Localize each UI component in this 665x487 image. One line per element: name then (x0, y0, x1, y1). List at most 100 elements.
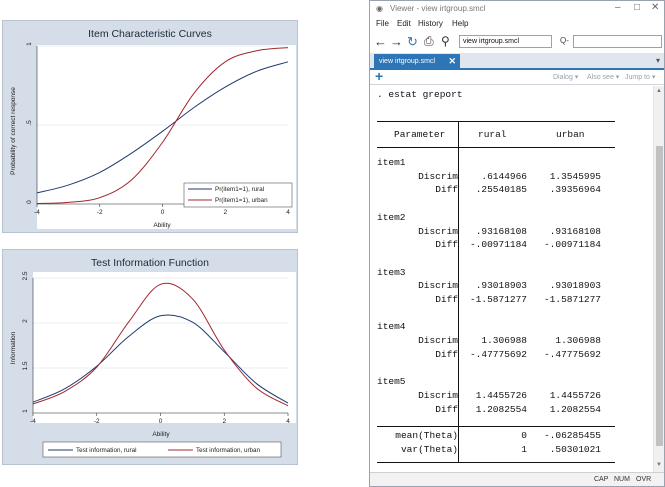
also-see-dropdown[interactable]: Also see ▾ (587, 74, 620, 81)
icc-xtick-label: 2 (223, 209, 227, 216)
vertical-scrollbar[interactable]: ▲ ▼ (653, 86, 664, 472)
rural-value: -.47775692 (469, 348, 527, 360)
rural-value: -.00971184 (469, 239, 527, 251)
tab-close-icon[interactable]: ✕ (448, 56, 456, 66)
menu-help[interactable]: Help (452, 19, 469, 28)
footer-urban: .50301021 (549, 443, 601, 455)
tab-strip: view irtgroup.smcl ✕ ▾ (370, 53, 664, 70)
print-icon[interactable]: ⎙ (424, 34, 434, 48)
icc-legend: Pr(item1=1), rural Pr(item1=1), urban (183, 182, 293, 208)
dialog-dropdown[interactable]: Dialog ▾ (553, 74, 579, 81)
param-label: Discrim (418, 280, 458, 292)
header-urban: urban (556, 129, 585, 140)
jump-to-dropdown[interactable]: Jump to ▾ (625, 74, 656, 81)
command-line: . estat greport (377, 89, 463, 100)
rural-value: .6144966 (481, 170, 527, 182)
icc-ylabel: Probability of correct response (10, 87, 17, 175)
address-input[interactable]: view irtgroup.smcl (459, 35, 552, 48)
item-name: item1 (377, 157, 406, 168)
tif-xtick-label: 4 (286, 418, 290, 425)
scroll-down-icon[interactable]: ▼ (656, 462, 662, 468)
back-icon[interactable]: ← (374, 34, 387, 49)
icc-ytick-label: .5 (26, 120, 33, 126)
scroll-up-icon[interactable]: ▲ (656, 88, 662, 94)
footer-label: mean(Theta) (395, 430, 458, 441)
header-rule (377, 147, 615, 148)
tif-xtick-label: -4 (30, 418, 36, 425)
urban-value: .93018903 (549, 280, 601, 292)
tab-label: view irtgroup.smcl (379, 58, 436, 65)
refresh-icon[interactable]: ↻ (407, 34, 418, 49)
tab-chevron-down-icon[interactable]: ▾ (655, 56, 660, 65)
param-label: Discrim (418, 335, 458, 347)
search-icon[interactable]: ⚲ (441, 34, 450, 48)
footer-label: var(Theta) (400, 443, 458, 455)
table-top-rule (377, 121, 615, 122)
rural-value: .25540185 (475, 184, 527, 196)
tif-graph-title: Test Information Function (91, 257, 209, 269)
urban-value: 1.3545995 (549, 170, 601, 182)
param-label: Diff (435, 348, 458, 360)
viewer-titlebar: ◉ Viewer - view irtgroup.smcl – □ ✕ (370, 1, 664, 17)
param-label: Discrim (418, 170, 458, 182)
forward-icon[interactable]: → (390, 34, 403, 49)
rural-value: 1.4455726 (475, 389, 527, 401)
icc-graph-title: Item Characteristic Curves (88, 28, 212, 40)
icc-xtick-label: 0 (161, 209, 165, 216)
viewer-window-title: Viewer - view irtgroup.smcl (390, 4, 486, 13)
tif-ytick-label: 2.5 (22, 271, 29, 280)
urban-value: -.00971184 (543, 239, 601, 251)
tif-xtick-label: 0 (159, 418, 163, 425)
rural-value: 1.2082554 (475, 403, 527, 415)
rural-value: -1.5871277 (469, 294, 527, 305)
icc-ytick-label: 1 (26, 42, 33, 46)
header-rural: rural (478, 129, 507, 140)
icc-chart: 0 .5 1 -4 -2 0 2 4 Probability of correct respo… (10, 42, 296, 229)
param-label: Diff (435, 294, 458, 305)
icc-series-line-0 (36, 61, 289, 194)
tif-xtick-label: 2 (222, 418, 226, 425)
menu-history[interactable]: History (418, 19, 443, 28)
urban-value: -.47775692 (543, 348, 601, 360)
close-icon[interactable]: ✕ (651, 2, 660, 13)
footer-rule (377, 426, 615, 427)
tif-graph: Test Information Function 1 1.5 2 2.5 -4 -2 0 2… (2, 249, 298, 465)
footer-urban: -.06285455 (543, 430, 601, 441)
maximize-icon[interactable]: □ (634, 2, 641, 13)
param-label: Diff (435, 403, 458, 415)
table-divider (458, 121, 459, 463)
param-label: Discrim (418, 225, 458, 237)
urban-value: -1.5871277 (543, 294, 601, 305)
menu-file[interactable]: File (376, 19, 389, 28)
urban-value: 1.2082554 (549, 403, 601, 415)
icc-graph: Item Characteristic Curves 0 .5 1 -4 -2 0 2 4 P… (2, 20, 298, 233)
header-parameter: Parameter (394, 129, 446, 140)
icc-xtick-label: -2 (97, 209, 103, 216)
action-bar: + Dialog ▾ Also see ▾ Jump to ▾ (370, 68, 664, 85)
icc-series-line-1 (36, 47, 289, 205)
icc-xtick-label: -4 (34, 209, 40, 216)
new-tab-plus-icon[interactable]: + (375, 68, 384, 84)
viewer-window: ◉ Viewer - view irtgroup.smcl – □ ✕ File… (369, 0, 665, 487)
search-input[interactable] (573, 35, 662, 48)
tab-view-irtgroup[interactable]: view irtgroup.smcl ✕ (374, 54, 460, 70)
toolbar: ← → ↻ ⎙ ⚲ view irtgroup.smcl Q- (370, 31, 664, 53)
search-prefix: Q- (560, 36, 569, 45)
tif-series-line-0 (32, 314, 289, 404)
icc-legend-rural: Pr(item1=1), rural (215, 186, 264, 193)
tif-ytick-label: 2 (22, 319, 29, 323)
tif-series-line-1 (32, 282, 289, 407)
minimize-icon[interactable]: – (615, 2, 621, 13)
scroll-thumb[interactable] (656, 146, 663, 446)
param-label: Diff (435, 239, 458, 251)
status-num: NUM (614, 476, 630, 483)
tif-xtick-label: -2 (94, 418, 100, 425)
menu-edit[interactable]: Edit (397, 19, 411, 28)
rural-value: .93018903 (475, 280, 527, 292)
tif-ytick-label: 1 (22, 409, 29, 413)
footer-rural: 1 (521, 443, 527, 455)
status-bar: CAP NUM OVR (370, 472, 664, 486)
item-name: item2 (377, 211, 406, 223)
table-bottom-rule (377, 462, 615, 463)
tif-axes (32, 278, 288, 414)
